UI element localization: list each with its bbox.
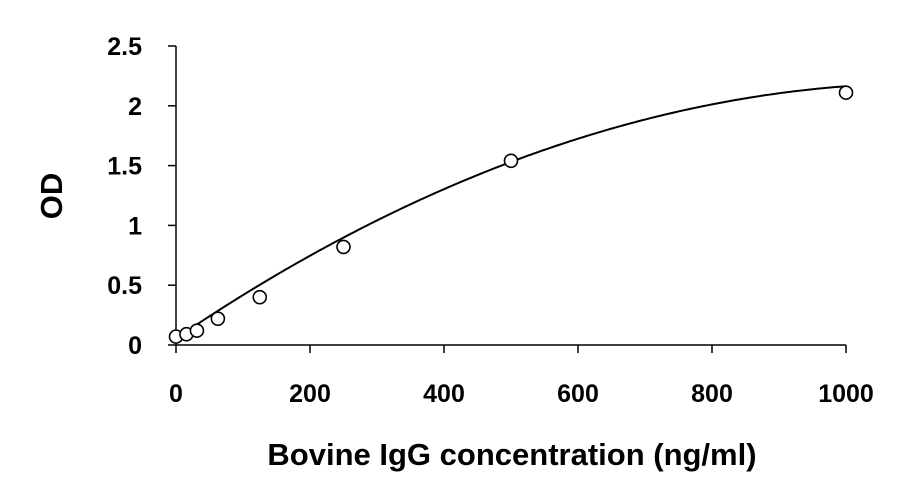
y-tick-label: 0 [128,332,142,360]
x-axis: 0 200 400 600 800 1000 [169,344,874,408]
x-tick-label: 400 [423,380,465,408]
x-tick-label: 800 [691,380,733,408]
y-tick-label: 1 [128,212,142,240]
y-tick-label: 2.5 [107,33,142,61]
data-points [168,85,854,344]
x-axis-title: Bovine IgG concentration (ng/ml) [267,437,756,472]
data-point [503,153,519,169]
y-axis-title: OD [34,173,69,220]
x-tick-label: 1000 [818,380,874,408]
data-point [189,323,205,338]
x-tick-label: 200 [289,380,331,408]
data-point [336,239,351,255]
y-tick-label: 1.5 [107,153,142,181]
x-tick-label: 0 [169,380,183,408]
y-tick-label: 2 [128,93,142,121]
y-axis: 0 0.5 1 1.5 2 2.5 [107,33,177,360]
fit-curve [175,85,847,340]
data-point [210,311,226,326]
data-point [838,85,854,100]
x-tick-label: 600 [557,380,599,408]
y-tick-label: 0.5 [107,272,142,300]
data-point [252,289,268,305]
